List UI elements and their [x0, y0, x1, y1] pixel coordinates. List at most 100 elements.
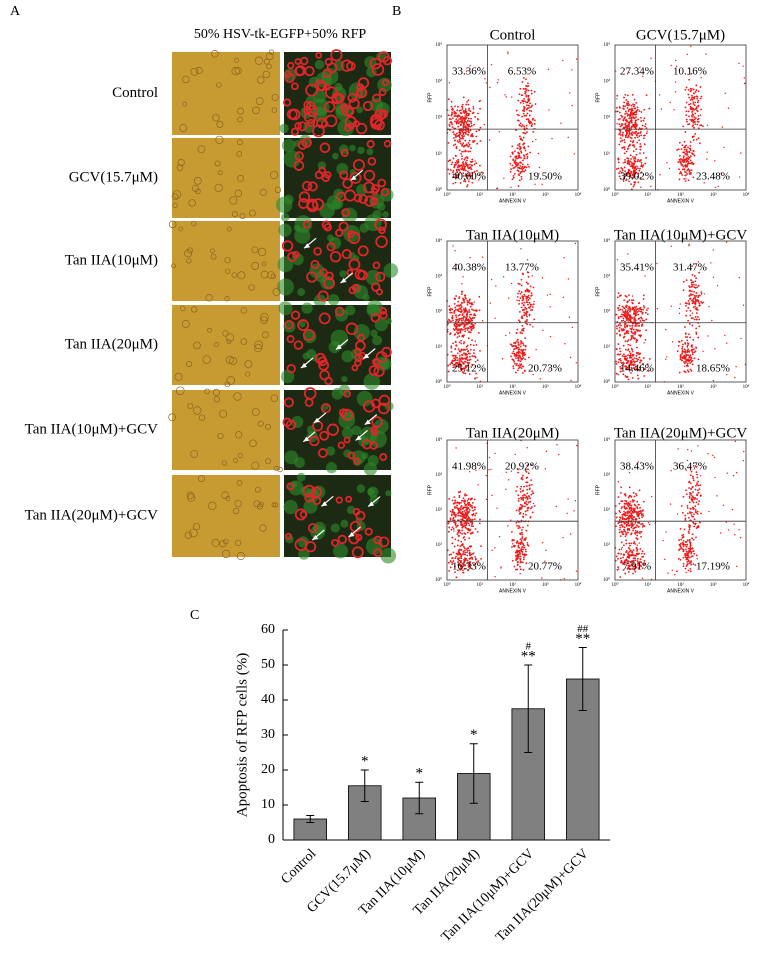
- event-dot: [460, 319, 463, 322]
- event-dot: [460, 501, 462, 504]
- event-dot: [643, 108, 646, 111]
- event-dot: [622, 311, 625, 313]
- y-tick-label: 10⁰: [603, 379, 610, 385]
- event-dot: [498, 131, 501, 133]
- event-dot: [525, 78, 527, 81]
- event-dot: [678, 172, 681, 175]
- red-cell: [370, 426, 378, 434]
- y-tick-label: 10¹: [436, 542, 443, 548]
- event-dot: [648, 523, 651, 526]
- event-dot: [451, 542, 454, 545]
- event-dot: [639, 530, 641, 533]
- event-dot: [616, 353, 619, 356]
- event-dot: [685, 558, 688, 561]
- event-dot: [740, 337, 742, 340]
- event-dot: [521, 332, 523, 335]
- event-dot: [678, 69, 681, 72]
- event-dot: [462, 512, 464, 515]
- event-dot: [617, 292, 620, 295]
- red-cell: [326, 242, 336, 252]
- event-dot: [461, 523, 464, 526]
- event-dot: [463, 341, 466, 343]
- event-dot: [459, 303, 462, 306]
- event-dot: [464, 553, 467, 556]
- arrow-head: [348, 531, 355, 537]
- event-dot: [676, 149, 679, 151]
- x-tick-label: 10⁰: [443, 384, 450, 390]
- event-dot: [620, 362, 623, 365]
- event-dot: [697, 445, 699, 447]
- event-dot: [457, 332, 460, 334]
- red-cell: [348, 258, 361, 271]
- event-dot: [641, 550, 644, 553]
- event-dot: [518, 148, 521, 151]
- event-dot: [625, 179, 628, 182]
- event-dot: [697, 137, 700, 140]
- event-dot: [454, 363, 456, 366]
- green-cell: [281, 213, 290, 222]
- event-dot: [645, 309, 648, 312]
- event-dot: [699, 495, 702, 497]
- event-dot: [712, 379, 715, 382]
- event-dot: [517, 561, 519, 563]
- event-dot: [645, 127, 648, 130]
- cell-outline: [236, 151, 243, 157]
- red-cell: [318, 166, 326, 175]
- event-dot: [638, 356, 641, 359]
- event-dot: [460, 555, 463, 557]
- event-dot: [458, 496, 461, 499]
- event-dot: [455, 506, 458, 509]
- x-tick-label: 10⁴: [743, 582, 750, 588]
- event-dot: [451, 563, 454, 566]
- event-dot: [695, 554, 698, 557]
- event-dot: [460, 290, 463, 293]
- event-dot: [635, 148, 637, 150]
- event-dot: [621, 516, 624, 518]
- arrow-head: [312, 535, 319, 541]
- event-dot: [631, 335, 634, 337]
- event-dot: [626, 132, 629, 135]
- event-dot: [514, 159, 517, 162]
- event-dot: [474, 116, 477, 118]
- event-dot: [461, 155, 463, 158]
- red-cell: [363, 169, 376, 182]
- y-tick-label: 10⁴: [603, 437, 610, 443]
- event-dot: [541, 541, 544, 544]
- event-dot: [633, 503, 636, 506]
- event-dot: [517, 557, 519, 560]
- event-dot: [512, 176, 515, 179]
- green-cell: [291, 416, 304, 429]
- event-dot: [691, 498, 694, 501]
- red-cell: [370, 197, 379, 206]
- event-dot: [617, 557, 619, 560]
- event-dot: [523, 308, 526, 311]
- event-dot: [467, 129, 470, 132]
- event-dot: [457, 539, 460, 542]
- green-cell: [369, 495, 379, 505]
- event-dot: [633, 337, 636, 340]
- event-dot: [694, 280, 697, 283]
- event-dot: [473, 140, 476, 142]
- event-dot: [698, 500, 701, 503]
- event-dot: [526, 485, 528, 488]
- cell-outline: [198, 475, 205, 482]
- event-dot: [494, 547, 496, 549]
- event-dot: [691, 88, 693, 90]
- event-dot: [686, 561, 689, 563]
- event-dot: [522, 297, 525, 300]
- y-tick-label: 10²: [436, 507, 443, 513]
- event-dot: [716, 495, 718, 497]
- event-dot: [635, 119, 638, 122]
- event-dot: [566, 512, 568, 514]
- event-dot: [511, 178, 514, 181]
- event-dot: [630, 509, 633, 512]
- event-dot: [640, 165, 643, 168]
- event-dot: [528, 109, 531, 112]
- event-dot: [627, 546, 630, 549]
- x-tick-label: 10²: [509, 384, 516, 390]
- green-cell: [327, 294, 340, 306]
- event-dot: [627, 552, 629, 554]
- event-dot: [476, 530, 479, 533]
- event-dot: [714, 348, 716, 350]
- event-dot: [618, 295, 621, 297]
